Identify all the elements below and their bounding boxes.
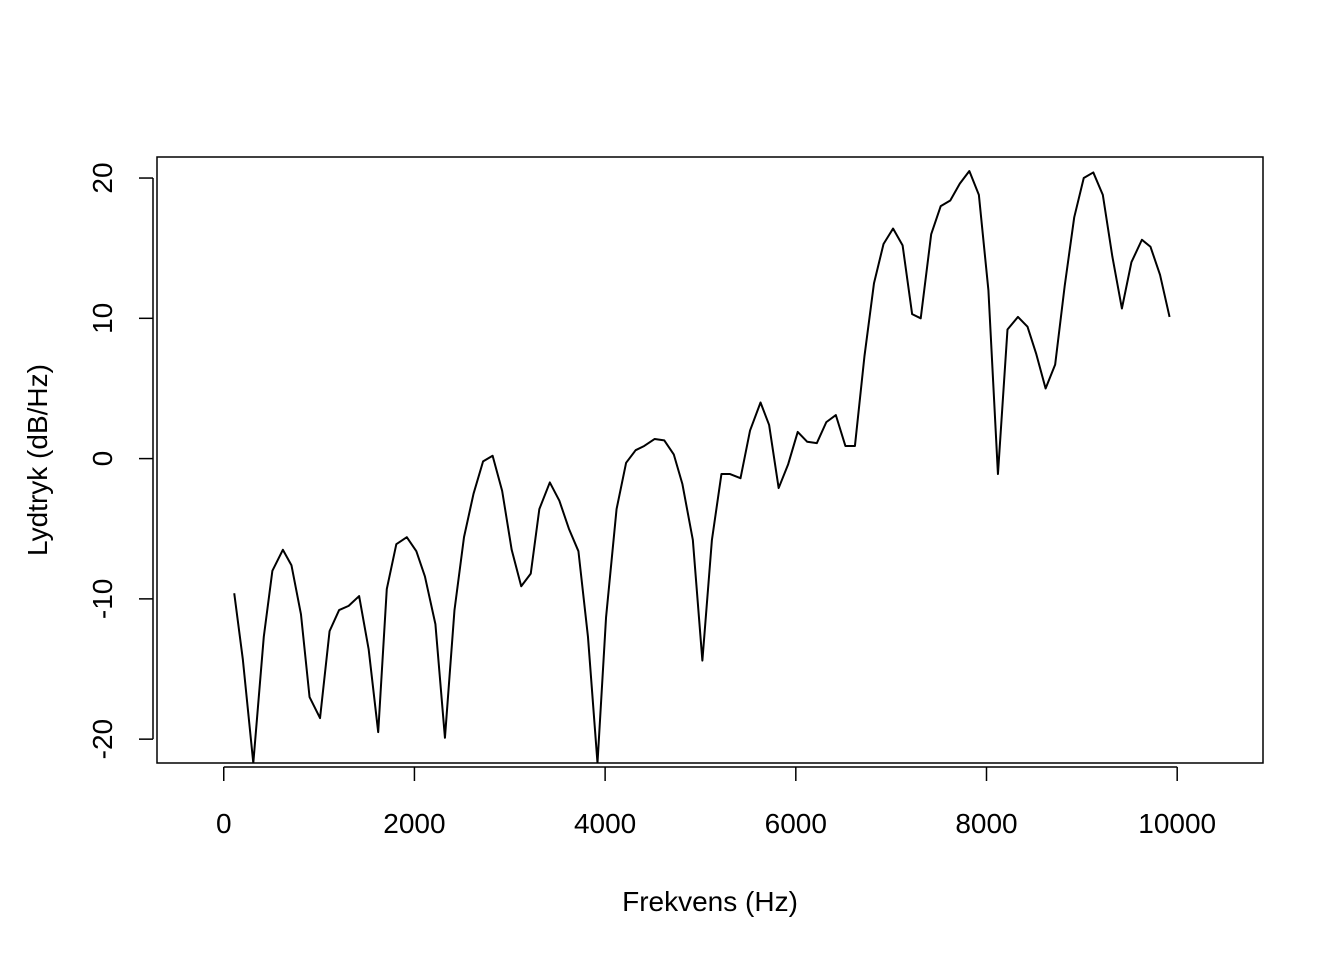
- x-axis: 0 2000 4000 6000 8000 10000: [216, 766, 1216, 839]
- x-tick-label: 0: [216, 808, 232, 839]
- x-tick-label: 10000: [1138, 808, 1216, 839]
- y-tick-label: 20: [87, 162, 118, 193]
- y-tick-label: -20: [87, 719, 118, 759]
- x-tick-label: 4000: [574, 808, 636, 839]
- series-line: [233, 170, 1171, 763]
- x-axis-title: Frekvens (Hz): [622, 886, 798, 917]
- plot-frame: [156, 156, 1264, 764]
- x-tick-label: 8000: [955, 808, 1017, 839]
- y-tick-label: -10: [87, 579, 118, 619]
- y-tick-label: 10: [87, 303, 118, 334]
- x-tick-label: 6000: [765, 808, 827, 839]
- plot-area: [156, 156, 1264, 764]
- y-tick-label: 0: [87, 451, 118, 467]
- y-axis: -20 -10 0 10 20: [87, 162, 154, 759]
- x-tick-label: 2000: [383, 808, 445, 839]
- y-axis-title: Lydtryk (dB/Hz): [22, 364, 53, 556]
